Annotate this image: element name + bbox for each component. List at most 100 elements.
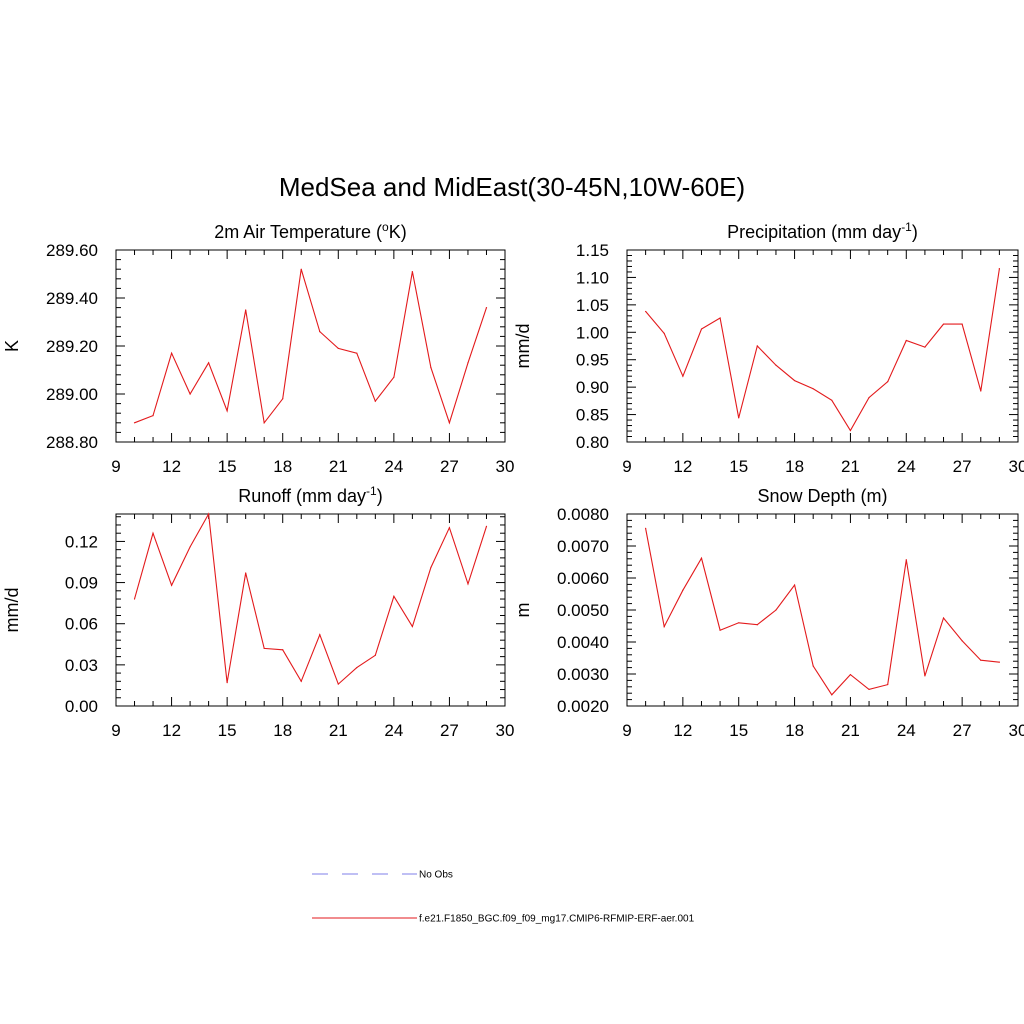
data-point <box>133 422 136 424</box>
series-line-precipitation <box>645 268 1000 432</box>
panel-title-snow-depth: Snow Depth (m) <box>757 486 887 506</box>
data-point <box>961 323 963 325</box>
data-point <box>356 352 358 354</box>
x-tick-label: 9 <box>111 721 120 740</box>
data-point <box>924 675 926 677</box>
data-point <box>812 388 814 390</box>
data-point <box>700 328 703 330</box>
y-tick-label: 0.0070 <box>557 537 609 556</box>
x-tick-label: 30 <box>496 457 515 476</box>
y-tick-label: 0.03 <box>65 656 98 675</box>
data-point <box>719 317 721 319</box>
data-point <box>682 375 684 377</box>
y-tick-label: 0.0060 <box>557 569 609 588</box>
x-tick-label: 27 <box>953 721 972 740</box>
y-tick-label: 0.0020 <box>557 697 609 716</box>
x-tick-label: 27 <box>440 721 459 740</box>
data-point <box>263 647 265 650</box>
panel-title-text: Snow Depth (m) <box>757 486 887 506</box>
data-point <box>793 379 796 382</box>
data-point <box>430 566 432 569</box>
data-point <box>831 399 833 401</box>
data-point <box>337 347 339 349</box>
y-tick-label: 0.80 <box>576 433 609 452</box>
y-tick-label: 289.20 <box>46 337 98 356</box>
y-tick-label: 0.0040 <box>557 633 609 652</box>
x-tick-label: 9 <box>622 721 631 740</box>
data-point <box>756 624 758 626</box>
plot-frame-runoff <box>115 513 506 707</box>
y-tick-label: 289.60 <box>46 241 98 260</box>
x-tick-label: 18 <box>785 457 804 476</box>
x-tick-label: 27 <box>440 457 459 476</box>
panel-title-text: Precipitation (mm day <box>727 222 901 242</box>
data-point <box>905 559 907 561</box>
data-point <box>700 557 703 559</box>
data-point <box>374 654 376 656</box>
x-tick-label: 30 <box>1009 457 1024 476</box>
y-tick-label: 1.15 <box>576 241 609 260</box>
x-tick-label: 30 <box>496 721 515 740</box>
data-point <box>868 688 870 690</box>
x-tick-label: 15 <box>729 721 748 740</box>
y-tick-label: 0.0050 <box>557 601 609 620</box>
data-point <box>998 268 1000 270</box>
data-point <box>208 513 210 515</box>
panel-title-suffix: K) <box>389 222 407 242</box>
y-tick-label: 0.09 <box>65 574 98 593</box>
data-point <box>663 626 665 628</box>
x-tick-label: 21 <box>841 721 860 740</box>
legend: No Obs f.e21.F1850_BGC.f09_f09_mg17.CMIP… <box>312 870 695 925</box>
data-point <box>849 429 852 432</box>
figure-title: MedSea and MidEast(30-45N,10W-60E) <box>279 172 745 202</box>
y-tick-label: 0.06 <box>65 615 98 634</box>
x-tick-label: 21 <box>329 721 348 740</box>
y-tick-label: 0.00 <box>65 697 98 716</box>
data-point <box>905 339 907 342</box>
y-tick-label: 1.00 <box>576 323 609 342</box>
data-point <box>467 362 469 364</box>
data-point <box>337 683 339 685</box>
data-point <box>152 532 154 534</box>
data-point <box>998 661 1000 663</box>
plot-frame-snow-depth <box>626 513 1019 707</box>
data-point <box>189 546 191 548</box>
data-point <box>663 332 665 334</box>
x-tick-label: 27 <box>953 457 972 476</box>
data-point <box>319 634 321 636</box>
data-point <box>374 400 376 402</box>
panel-title-suffix: ) <box>912 222 918 242</box>
x-tick-label: 18 <box>273 457 292 476</box>
y-tick-label: 1.05 <box>576 296 609 315</box>
panel-title-superscript: -1 <box>366 484 377 498</box>
x-tick-label: 9 <box>622 457 631 476</box>
data-point <box>393 595 395 597</box>
panels: 2m Air Temperature (oK)9 12 15 18 21 24 27 3028… <box>2 220 1024 740</box>
data-point <box>942 323 945 325</box>
panel-air-temperature: 2m Air Temperature (oK) 9 12 15 18 21 24 27 30 28… <box>2 220 514 476</box>
x-tick-label: 15 <box>218 721 237 740</box>
panel-title-text: Runoff (mm day <box>238 486 366 506</box>
data-point <box>868 396 870 399</box>
x-tick-label: 30 <box>1009 721 1024 740</box>
series-line-snow-depth <box>645 528 1000 696</box>
data-point <box>775 364 777 366</box>
data-point <box>282 649 284 651</box>
data-point <box>887 683 889 686</box>
y-axis-label-air-temperature: K <box>2 340 22 352</box>
data-point <box>448 422 451 424</box>
x-tick-label: 18 <box>273 721 292 740</box>
data-point <box>319 331 321 333</box>
x-tick-label: 24 <box>384 721 403 740</box>
panel-precipitation: Precipitation (mm day-1) 9 12 15 18 21 24 27 30 0… <box>513 220 1024 476</box>
data-point <box>924 346 926 348</box>
data-point <box>263 422 265 424</box>
y-tick-label: 289.00 <box>46 385 98 404</box>
plot-frame-precipitation <box>626 249 1019 443</box>
data-point <box>467 583 469 585</box>
data-point <box>300 680 302 682</box>
y-tick-label: 289.40 <box>46 289 98 308</box>
x-tick-label: 9 <box>111 457 120 476</box>
y-tick-label: 1.10 <box>576 268 609 287</box>
